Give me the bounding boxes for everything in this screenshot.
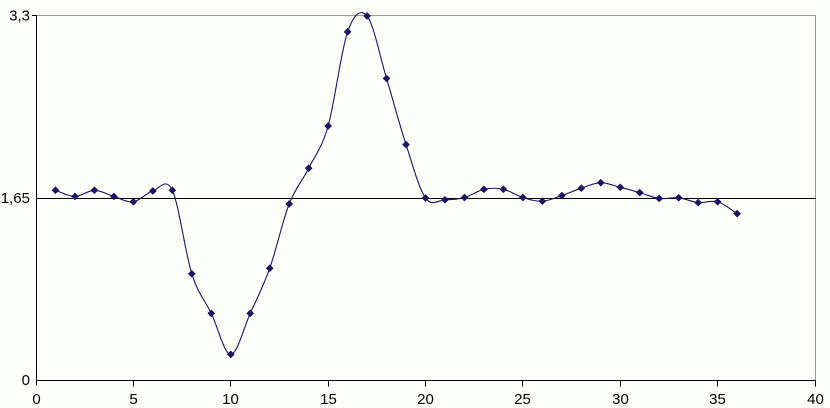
svg-text:15: 15 bbox=[320, 391, 337, 408]
svg-text:25: 25 bbox=[514, 391, 531, 408]
svg-text:40: 40 bbox=[807, 391, 824, 408]
svg-text:35: 35 bbox=[709, 391, 726, 408]
svg-text:0: 0 bbox=[22, 372, 30, 389]
svg-text:3,3: 3,3 bbox=[9, 8, 30, 25]
svg-text:5: 5 bbox=[129, 391, 137, 408]
svg-text:20: 20 bbox=[417, 391, 434, 408]
svg-text:10: 10 bbox=[222, 391, 239, 408]
svg-text:1,65: 1,65 bbox=[1, 190, 30, 207]
svg-text:0: 0 bbox=[32, 391, 40, 408]
svg-text:30: 30 bbox=[612, 391, 629, 408]
